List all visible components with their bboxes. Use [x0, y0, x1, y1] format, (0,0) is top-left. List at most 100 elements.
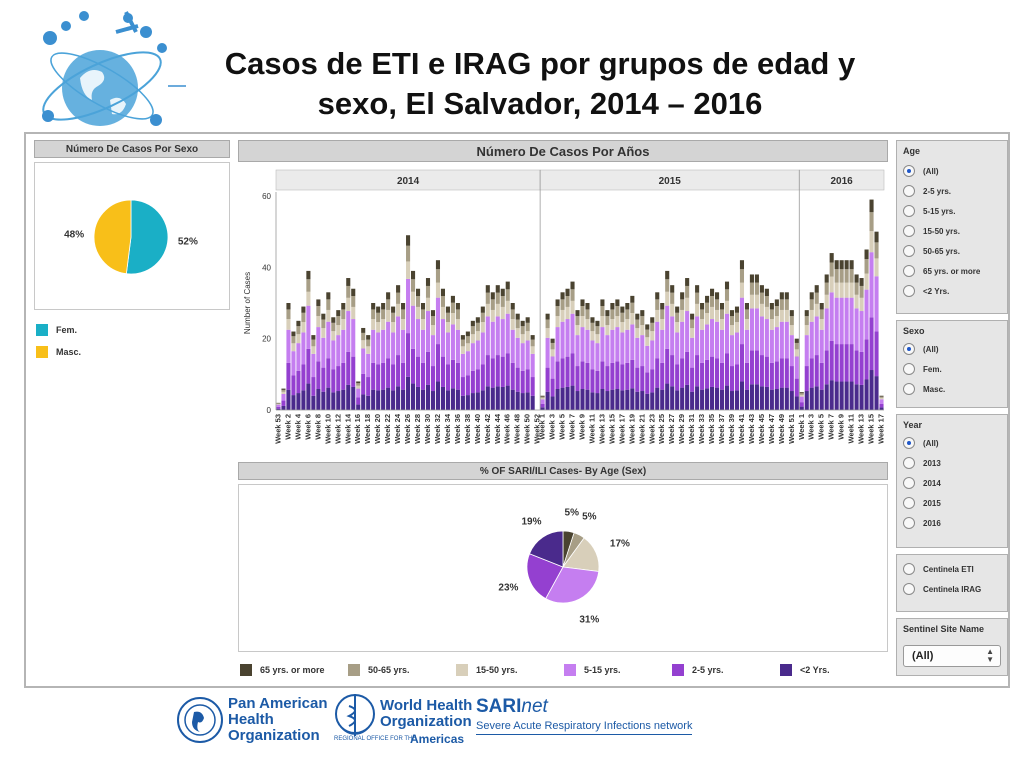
bar-segment — [550, 396, 555, 410]
bar-segment — [480, 332, 485, 365]
radio-button-icon[interactable] — [903, 477, 915, 489]
radio-button-icon[interactable] — [903, 457, 915, 469]
age-option-65-yrs-or-more[interactable]: 65 yrs. or more — [903, 265, 980, 277]
bar-segment — [779, 387, 784, 410]
bar-segment — [600, 327, 605, 362]
sexo-option-masc[interactable]: Masc. — [903, 383, 945, 395]
x-tick-label: Week 9 — [837, 414, 846, 440]
radio-button-icon[interactable] — [903, 205, 915, 217]
radio-button-icon[interactable] — [903, 383, 915, 395]
bar-segment — [301, 332, 306, 365]
x-tick-label: Week 5 — [817, 414, 826, 440]
bar-segment — [430, 325, 436, 336]
age-option-50-65-yrs[interactable]: 50-65 yrs. — [903, 245, 960, 257]
radio-button-icon[interactable] — [903, 265, 915, 277]
sexo-option-all[interactable]: (All) — [903, 343, 939, 355]
bar-segment — [834, 269, 839, 283]
bar-segment — [306, 291, 311, 306]
sexo-option-fem[interactable]: Fem. — [903, 363, 942, 375]
bar-segment — [719, 389, 725, 410]
bar-segment — [650, 322, 655, 332]
bar-segment — [680, 292, 685, 300]
bar-segment — [351, 386, 356, 410]
radio-button-icon[interactable] — [903, 225, 915, 237]
bar-segment — [565, 296, 570, 307]
bar-segment — [545, 337, 550, 368]
bar-segment — [625, 319, 630, 330]
age-option-2-5-yrs[interactable]: 2-5 yrs. — [903, 185, 951, 197]
bar-segment — [839, 260, 844, 270]
bar-segment — [839, 297, 844, 345]
bar-segment — [306, 305, 311, 349]
radio-button-icon[interactable] — [903, 583, 915, 595]
age-option-all[interactable]: (All) — [903, 165, 939, 177]
bar-segment — [869, 199, 874, 213]
radio-button-icon[interactable] — [903, 245, 915, 257]
bar-segment — [829, 276, 834, 293]
radio-button-icon[interactable] — [903, 285, 915, 297]
bar-segment — [455, 309, 460, 320]
bar-segment — [734, 390, 740, 410]
bar-segment — [281, 391, 286, 394]
x-tick-label: Week 18 — [363, 414, 372, 444]
bar-segment — [525, 340, 530, 370]
bar-segment — [665, 270, 670, 280]
select-arrows-icon: ▲ ▼ — [986, 648, 994, 664]
bar-segment — [366, 346, 371, 354]
bar-segment — [560, 321, 565, 359]
bar-segment — [366, 353, 371, 378]
bar-segment — [615, 306, 620, 317]
age-option-15-50-yrs[interactable]: 15-50 yrs. — [903, 225, 960, 237]
bar-segment — [575, 325, 580, 336]
radio-button-icon[interactable] — [903, 437, 915, 449]
bar-segment — [356, 381, 361, 384]
radio-button-icon[interactable] — [903, 497, 915, 509]
bar-segment — [366, 339, 371, 347]
bar-segment — [869, 317, 874, 371]
bar-segment — [361, 394, 366, 410]
year-option-2016[interactable]: 2016 — [903, 517, 941, 529]
bar-segment — [799, 394, 804, 397]
legend-item: 50-65 yrs. — [348, 664, 410, 676]
bar-segment — [605, 316, 610, 326]
radio-button-icon[interactable] — [903, 517, 915, 529]
bar-segment — [500, 306, 505, 320]
year-option-2015[interactable]: 2015 — [903, 497, 941, 509]
bar-segment — [560, 387, 565, 410]
bar-segment — [560, 299, 565, 310]
bar-segment — [665, 305, 670, 349]
bar-segment — [754, 294, 759, 309]
radio-label: 2013 — [923, 458, 941, 468]
centinela-option-centinela-irag[interactable]: Centinela IRAG — [903, 583, 981, 595]
radio-button-icon[interactable] — [903, 343, 915, 355]
year-option-2014[interactable]: 2014 — [903, 477, 941, 489]
centinela-option-centinela-eti[interactable]: Centinela ETI — [903, 563, 974, 575]
sex-pie-chart: 52% 48% — [64, 199, 198, 275]
radio-button-icon[interactable] — [903, 563, 915, 575]
bar-segment — [540, 395, 545, 397]
bar-segment — [655, 321, 660, 359]
age-option-5-15-yrs[interactable]: 5-15 yrs. — [903, 205, 955, 217]
bar-segment — [331, 392, 336, 410]
bar-segment — [341, 319, 346, 330]
bar-segment — [286, 303, 291, 310]
radio-button-icon[interactable] — [903, 165, 915, 177]
pie-slice-2-5-yrs- — [526, 553, 564, 600]
bar-segment — [814, 292, 819, 304]
bar-segment — [291, 336, 296, 344]
bar-segment — [371, 389, 376, 410]
radio-button-icon[interactable] — [903, 185, 915, 197]
site-select[interactable]: (All) ▲ ▼ — [903, 645, 1001, 667]
bar-segment — [680, 387, 685, 410]
year-option-2013[interactable]: 2013 — [903, 457, 941, 469]
bar-segment — [650, 369, 655, 393]
bar-segment — [505, 353, 510, 386]
radio-button-icon[interactable] — [903, 363, 915, 375]
bar-segment — [600, 306, 605, 317]
age-option-2-yrs[interactable]: <2 Yrs. — [903, 285, 949, 297]
bar-segment — [695, 355, 700, 387]
pie-data-label: 19% — [522, 517, 542, 528]
bar-segment — [276, 404, 281, 407]
year-option-all[interactable]: (All) — [903, 437, 939, 449]
age-pie-chart: 5% 5% 17% 31% 23% 19% — [498, 508, 630, 626]
